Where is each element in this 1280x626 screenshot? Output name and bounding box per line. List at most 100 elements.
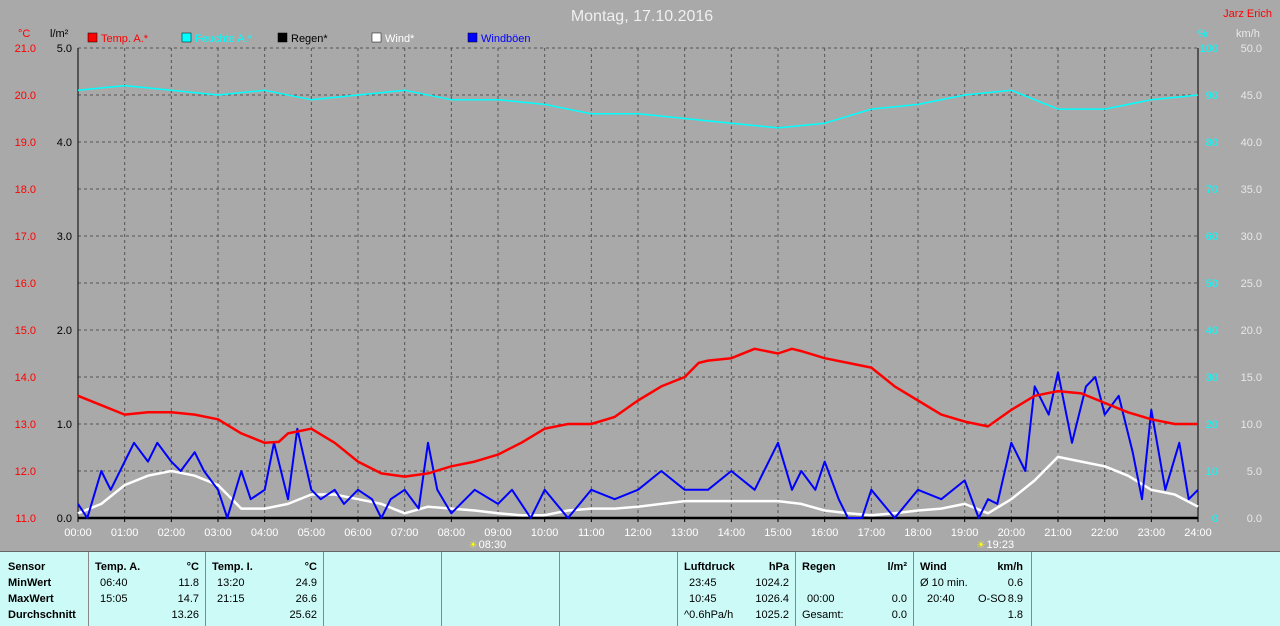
- temp-a-unit: °C: [186, 561, 199, 573]
- stats-col-empty-1: [323, 552, 442, 626]
- time-tick-label: 03:00: [204, 527, 232, 539]
- humidity-tick-label: 40: [1206, 325, 1218, 337]
- temp-tick-label: 12.0: [15, 466, 36, 478]
- temp-i-header: Temp. I.: [212, 561, 253, 573]
- stats-col-temp-a: Temp. A. °C 06:40 11.8 15:05 14.7 13.26: [88, 552, 206, 626]
- stats-col-wind: Wind km/h Ø 10 min. 0.6 20:40 O-SO 8.9 1…: [913, 552, 1032, 626]
- humidity-tick-label: 100: [1200, 43, 1218, 55]
- stats-col-sensor: Sensor MinWert MaxWert Durchschnitt: [0, 552, 89, 626]
- temp-tick-label: 21.0: [15, 43, 36, 55]
- sunrise-label: 08:30: [479, 539, 507, 551]
- regen-total-label: Gesamt:: [802, 609, 844, 621]
- temp-tick-label: 14.0: [15, 372, 36, 384]
- luftdruck-trend: ^0.6hPa/h: [684, 609, 734, 621]
- rain-tick-label: 4.0: [57, 137, 72, 149]
- wind-header: Wind: [920, 561, 947, 573]
- regen-max-time: 00:00: [807, 593, 835, 605]
- stats-col-empty-2: [441, 552, 560, 626]
- wind-tick-label: 20.0: [1241, 325, 1262, 337]
- legend-label: Wind*: [385, 33, 415, 45]
- author-label: Jarz Erich: [1223, 8, 1272, 20]
- time-tick-label: 14:00: [718, 527, 746, 539]
- wind-avg-label: Ø 10 min.: [920, 577, 968, 589]
- chart-title: Montag, 17.10.2016: [571, 8, 713, 25]
- time-tick-label: 20:00: [998, 527, 1026, 539]
- temp-a-avg: 13.26: [171, 609, 199, 621]
- legend-swatch: [181, 32, 192, 43]
- wind-avg: 1.8: [1007, 609, 1023, 621]
- sunrise-icon: ☀: [469, 540, 478, 551]
- wind-avg-val: 0.6: [1007, 577, 1023, 589]
- wind-tick-label: 45.0: [1241, 90, 1262, 102]
- time-tick-label: 13:00: [671, 527, 699, 539]
- temp-tick-label: 13.0: [15, 419, 36, 431]
- temp-i-unit: °C: [304, 561, 317, 573]
- time-tick-label: 17:00: [858, 527, 886, 539]
- rain-tick-label: 1.0: [57, 419, 72, 431]
- time-tick-label: 21:00: [1044, 527, 1072, 539]
- wind-unit-label: km/h: [1236, 28, 1260, 40]
- time-tick-label: 11:00: [578, 527, 605, 539]
- temp-a-max-time: 15:05: [100, 593, 128, 605]
- stats-col-temp-i: Temp. I. °C 13:20 24.9 21:15 26.6 25.62: [205, 552, 324, 626]
- rain-unit-label: l/m²: [50, 28, 69, 40]
- time-tick-label: 04:00: [251, 527, 279, 539]
- chart-labels: 21.0 5.0 100 50.020.0 90 45.019.0 4.0 80 40.018.…: [15, 28, 1262, 551]
- rain-tick-label: 0.0: [57, 513, 72, 525]
- luftdruck-max-val: 1026.4: [755, 593, 789, 605]
- regen-header: Regen: [802, 561, 836, 573]
- temp-i-min-time: 13:20: [217, 577, 245, 589]
- humidity-tick-label: 90: [1206, 90, 1218, 102]
- wind-max-dir: O-SO: [978, 593, 1007, 605]
- time-tick-label: 05:00: [298, 527, 326, 539]
- luftdruck-max-time: 10:45: [689, 593, 717, 605]
- legend-label: Temp. A.*: [101, 33, 149, 45]
- chart-grid: [77, 47, 1199, 519]
- legend-label: Windböen: [481, 33, 531, 45]
- legend-swatch: [467, 32, 478, 43]
- wind-max-val: 8.9: [1007, 593, 1023, 605]
- wind-tick-label: 30.0: [1241, 231, 1262, 243]
- wind-max-time: 20:40: [927, 593, 955, 605]
- time-tick-label: 07:00: [391, 527, 419, 539]
- rain-tick-label: 3.0: [57, 231, 72, 243]
- humidity-tick-label: 70: [1206, 184, 1218, 196]
- time-tick-label: 15:00: [764, 527, 792, 539]
- temp-tick-label: 17.0: [15, 231, 36, 243]
- humidity-tick-label: 80: [1206, 137, 1218, 149]
- humidity-tick-label: 60: [1206, 231, 1218, 243]
- wind-tick-label: 5.0: [1247, 466, 1262, 478]
- humidity-tick-label: 30: [1206, 372, 1218, 384]
- temp-tick-label: 16.0: [15, 278, 36, 290]
- sunset-icon: ☀: [977, 540, 986, 551]
- stats-panel: Sensor MinWert MaxWert Durchschnitt Temp…: [0, 551, 1280, 626]
- stats-col-regen: Regen l/m² 00:00 0.0 Gesamt: 0.0: [795, 552, 914, 626]
- temp-tick-label: 19.0: [15, 137, 36, 149]
- wind-unit: km/h: [997, 561, 1023, 573]
- time-tick-label: 19:00: [951, 527, 979, 539]
- maxwert-label: MaxWert: [8, 593, 54, 605]
- wind-tick-label: 25.0: [1241, 278, 1262, 290]
- series-line-feuchte-a: [77, 84, 1199, 129]
- rain-tick-label: 2.0: [57, 325, 72, 337]
- wind-tick-label: 35.0: [1241, 184, 1262, 196]
- durchschnitt-label: Durchschnitt: [8, 609, 76, 621]
- temp-i-avg: 25.62: [289, 609, 317, 621]
- time-tick-label: 08:00: [438, 527, 466, 539]
- humidity-tick-label: 20: [1206, 419, 1218, 431]
- temp-i-min-val: 24.9: [295, 577, 317, 589]
- rain-tick-label: 5.0: [57, 43, 72, 55]
- legend-swatch: [277, 32, 288, 43]
- luftdruck-min-time: 23:45: [689, 577, 717, 589]
- chart-series: [77, 84, 1199, 520]
- time-tick-label: 10:00: [531, 527, 559, 539]
- legend-label: Feuchte A.*: [195, 33, 253, 45]
- wind-tick-label: 0.0: [1247, 513, 1262, 525]
- stats-col-empty-4: [1031, 552, 1279, 626]
- humidity-tick-label: 0: [1212, 513, 1218, 525]
- regen-total: 0.0: [891, 609, 907, 621]
- temp-i-max-val: 26.6: [295, 593, 317, 605]
- regen-unit: l/m²: [887, 561, 907, 573]
- regen-max-val: 0.0: [891, 593, 907, 605]
- legend-swatch: [371, 32, 382, 43]
